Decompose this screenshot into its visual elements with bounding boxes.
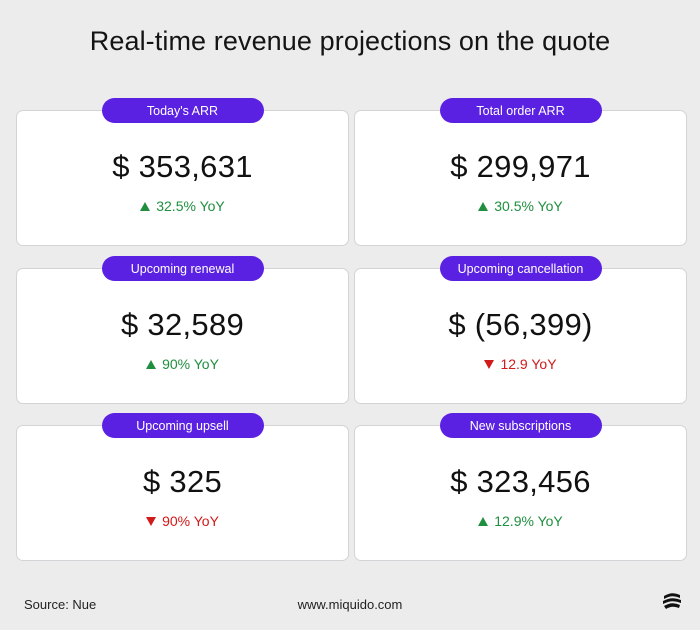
metric-change-text: 90% YoY [162,356,219,372]
metric-card-total-order-arr: Total order ARR $ 299,971 30.5% YoY [354,98,687,246]
metric-change: 12.9 YoY [355,356,686,372]
metric-change: 12.9% YoY [355,513,686,529]
metric-card-todays-arr: Today's ARR $ 353,631 32.5% YoY [16,98,349,246]
metric-change-text: 90% YoY [162,513,219,529]
metric-change: 32.5% YoY [17,198,348,214]
metric-card-upcoming-upsell: Upcoming upsell $ 325 90% YoY [16,413,349,561]
up-triangle-icon [478,516,489,526]
metric-label-pill: Upcoming renewal [101,256,264,281]
website-link[interactable]: www.miquido.com [297,597,403,612]
metric-value: $ 353,631 [112,149,253,184]
up-triangle-icon [140,201,151,211]
miquido-logo-icon [663,593,681,609]
up-triangle-icon [146,359,157,369]
metric-label-pill: Upcoming upsell [101,413,264,438]
metric-change-text: 12.9 YoY [500,356,557,372]
metric-change-text: 32.5% YoY [156,198,225,214]
metric-value: $ (56,399) [448,307,593,342]
metric-change-text: 12.9% YoY [494,513,563,529]
metric-label-pill: Total order ARR [439,98,602,123]
metric-label-pill: New subscriptions [439,413,602,438]
page-title: Real-time revenue projections on the quo… [89,26,611,56]
metric-change: 90% YoY [17,356,348,372]
metric-value: $ 325 [142,464,223,499]
up-triangle-icon [478,201,489,211]
metric-value: $ 299,971 [450,149,591,184]
metric-label-pill: Today's ARR [101,98,264,123]
metric-card-upcoming-cancellation: Upcoming cancellation $ (56,399) 12.9 Yo… [354,256,687,404]
metric-card-new-subscriptions: New subscriptions $ 323,456 12.9% YoY [354,413,687,561]
down-triangle-icon [484,359,495,369]
metric-change: 30.5% YoY [355,198,686,214]
metric-change: 90% YoY [17,513,348,529]
source-caption: Source: Nue [24,597,97,612]
metric-change-text: 30.5% YoY [494,198,563,214]
metric-label-pill: Upcoming cancellation [439,256,602,281]
down-triangle-icon [146,516,157,526]
metric-value: $ 32,589 [120,307,245,342]
metric-value: $ 323,456 [450,464,591,499]
metric-card-upcoming-renewal: Upcoming renewal $ 32,589 90% YoY [16,256,349,404]
